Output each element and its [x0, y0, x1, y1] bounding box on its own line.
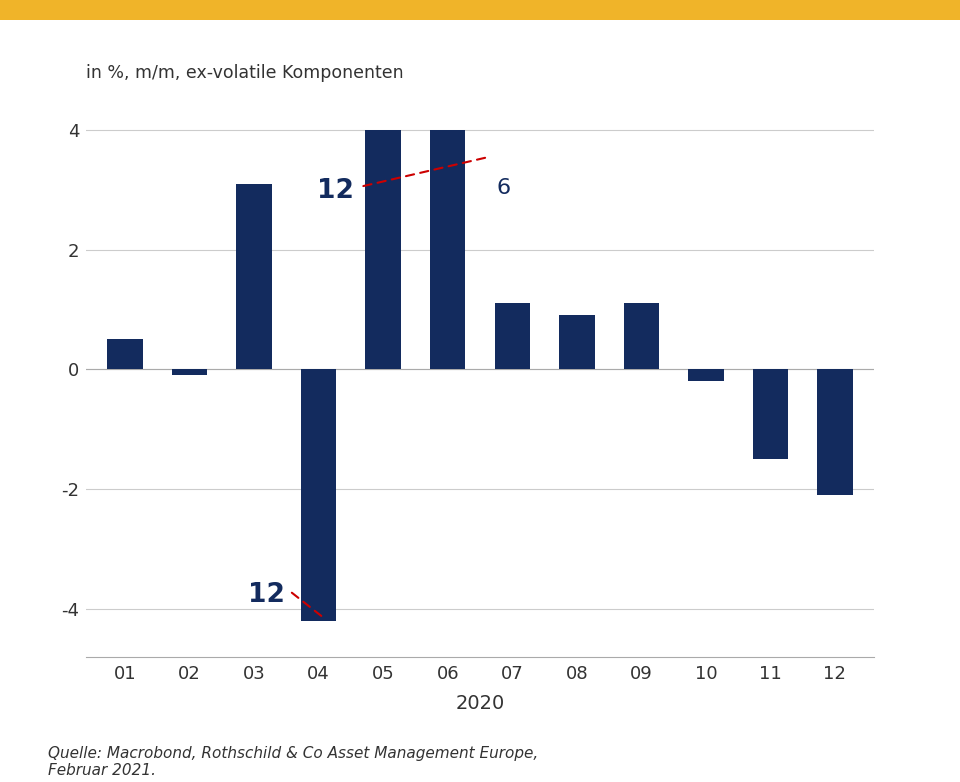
Bar: [430, 130, 466, 369]
Bar: [559, 315, 594, 369]
Bar: [817, 369, 852, 495]
X-axis label: 2020: 2020: [455, 694, 505, 713]
Bar: [300, 369, 336, 621]
Bar: [494, 303, 530, 369]
Text: 12: 12: [318, 178, 354, 203]
Bar: [624, 303, 660, 369]
Text: 6: 6: [496, 178, 511, 198]
Text: Quelle: Macrobond, Rothschild & Co Asset Management Europe,
Februar 2021.: Quelle: Macrobond, Rothschild & Co Asset…: [48, 746, 539, 778]
Text: 12: 12: [249, 582, 285, 608]
Bar: [688, 369, 724, 382]
Bar: [108, 339, 143, 369]
Text: in %, m/m, ex-volatile Komponenten: in %, m/m, ex-volatile Komponenten: [86, 64, 404, 82]
Bar: [753, 369, 788, 459]
Bar: [172, 369, 207, 375]
Bar: [236, 184, 272, 369]
Bar: [366, 130, 401, 369]
